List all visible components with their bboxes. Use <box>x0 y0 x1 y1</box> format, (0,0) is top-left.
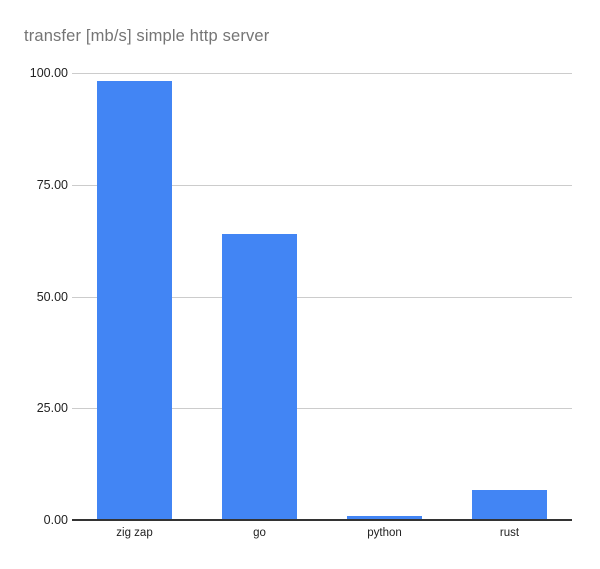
y-axis-tick-label: 75.00 <box>36 177 68 192</box>
x-axis-tick-label: go <box>253 527 266 539</box>
gridline <box>72 73 572 74</box>
y-axis-tick-label: 25.00 <box>36 401 68 416</box>
gridline <box>72 297 572 298</box>
x-axis-line <box>72 519 572 521</box>
bar-rust[interactable] <box>472 490 547 520</box>
x-axis-tick-label: rust <box>499 527 520 539</box>
plot-area <box>72 73 572 520</box>
x-axis-tick-label: zig zap <box>116 527 153 539</box>
gridline <box>72 408 572 409</box>
chart-title: transfer [mb/s] simple http server <box>24 27 270 45</box>
y-axis-tick-label: 0.00 <box>43 513 68 527</box>
x-axis-tick-label: python <box>367 527 402 539</box>
gridline <box>72 185 572 186</box>
bar-zig-zap[interactable] <box>97 81 172 520</box>
bar-go[interactable] <box>222 233 297 520</box>
y-axis-tick-label: 100.00 <box>29 66 68 80</box>
bar-python[interactable] <box>347 516 422 520</box>
y-axis-tick-label: 50.00 <box>36 289 68 304</box>
